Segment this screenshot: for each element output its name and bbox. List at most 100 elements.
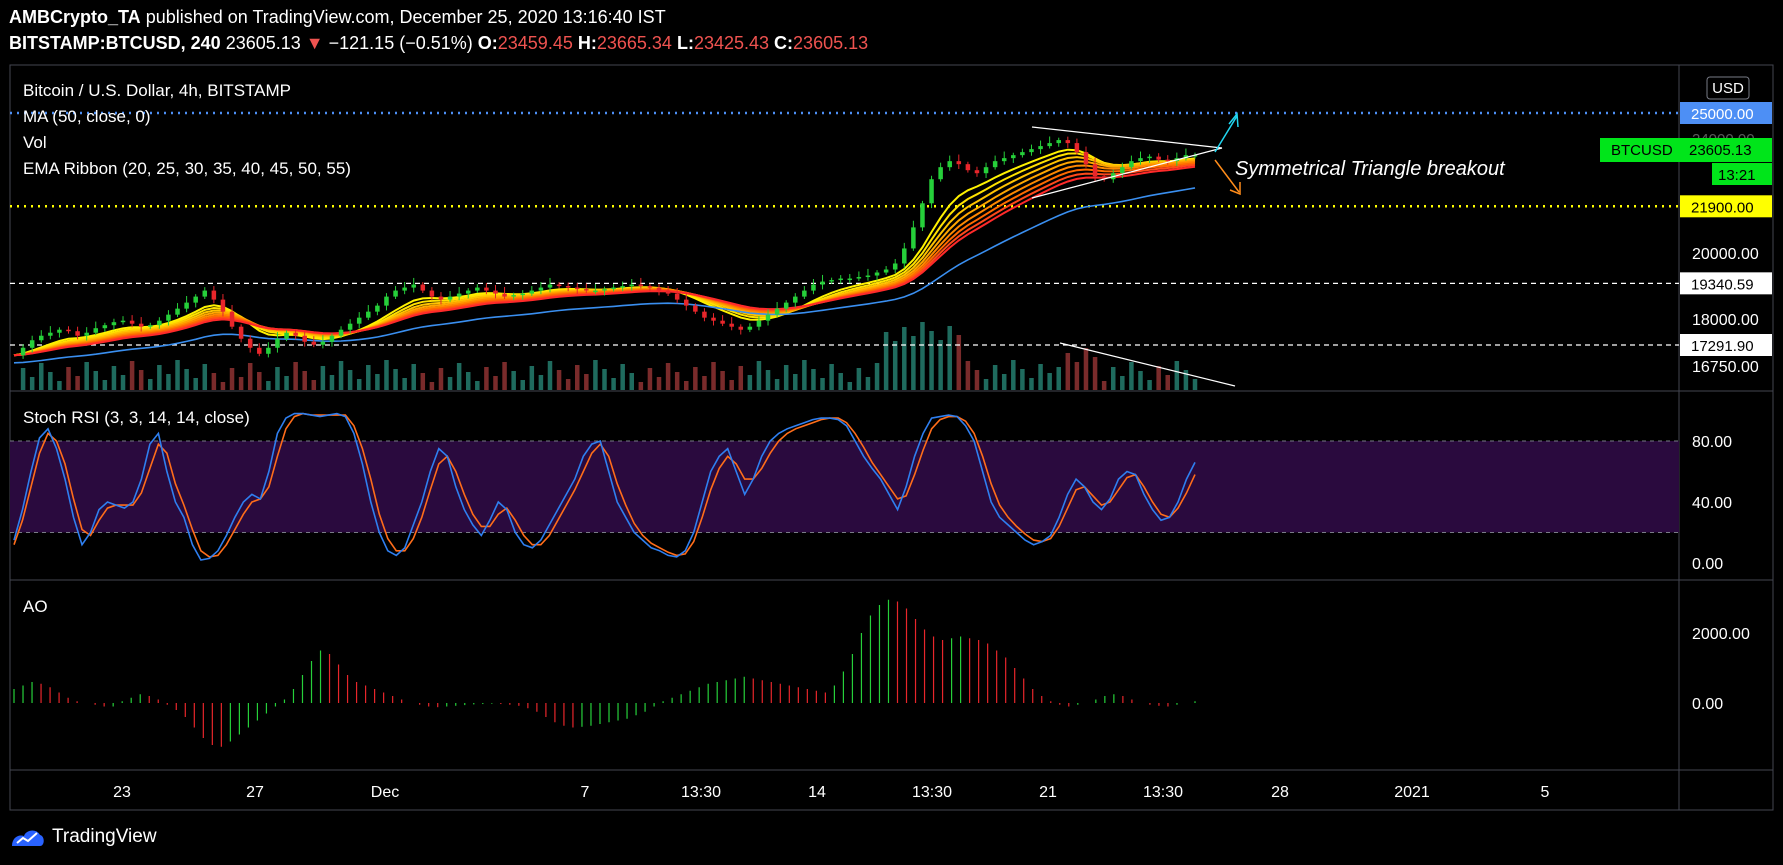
candle-body <box>202 290 208 297</box>
currency-button[interactable] <box>1706 76 1750 100</box>
candle-body <box>1192 154 1198 157</box>
arrow-down-head-icon <box>1229 182 1241 196</box>
candle-body <box>148 325 153 327</box>
footer-brand[interactable]: TradingView <box>52 826 157 847</box>
indicator-vol-label[interactable]: Vol <box>23 133 47 152</box>
breakout-arrow-up[interactable] <box>1214 115 1238 153</box>
volume-bar <box>529 366 535 390</box>
volume-bar <box>129 361 135 390</box>
volume-bar <box>202 364 208 390</box>
volume-bar <box>711 362 716 390</box>
volume-bar <box>965 361 971 390</box>
candle-body <box>902 248 907 264</box>
volume-bar <box>602 369 607 390</box>
candle-body <box>747 326 753 330</box>
volume-bar <box>1165 375 1170 390</box>
volume-bar <box>75 376 80 390</box>
candle-body <box>693 305 698 312</box>
volume-bar <box>347 370 353 390</box>
volume-bar <box>175 360 180 390</box>
candle-body <box>284 332 289 339</box>
low-label: L: <box>676 33 694 53</box>
candle-body <box>411 284 416 288</box>
price-tag-symbol: BTCUSD <box>1611 142 1673 159</box>
candle-body <box>602 289 607 291</box>
volume-bar <box>275 367 280 390</box>
header-publish-line: AMBCrypto_TA published on TradingView.co… <box>9 7 666 28</box>
volume-bar <box>420 373 426 390</box>
candle-body <box>1011 155 1016 159</box>
x-tick-1: 27 <box>246 784 264 801</box>
triangle-drawing[interactable]: Symmetrical Triangle breakout <box>1031 112 1506 387</box>
stoch-lines <box>13 412 1196 561</box>
candle-body <box>48 332 53 336</box>
header-ohlc-line: BITSTAMP:BTCUSD, 240 23605.13 ▼ −121.15 … <box>9 33 868 54</box>
stoch-k-line <box>13 412 1196 561</box>
candle-body <box>793 296 798 303</box>
stoch-tick-40: 40.00 <box>1692 495 1732 512</box>
triangle-upper-trendline[interactable] <box>1031 126 1223 149</box>
open-label: O: <box>477 33 498 53</box>
author[interactable]: AMBCrypto_TA <box>9 7 141 27</box>
ao-pane-title[interactable]: AO <box>23 597 48 616</box>
triangle-lower-trendline[interactable] <box>1031 147 1223 199</box>
x-tick-5: 14 <box>808 784 826 801</box>
countdown-value: 13:21 <box>1718 167 1756 184</box>
ma50-polyline <box>13 187 1196 364</box>
volume-bar <box>356 379 362 390</box>
volume-bar <box>902 327 907 390</box>
x-tick-0: 23 <box>113 784 131 801</box>
tradingview-logo-icon <box>12 830 44 846</box>
volume-trendline[interactable] <box>1059 342 1236 387</box>
candle-body <box>275 338 280 348</box>
candle-body <box>429 290 435 297</box>
volume-bar <box>84 362 89 390</box>
level-tag-text-0: 25000.00 <box>1691 106 1754 123</box>
volume-bar <box>1011 360 1016 390</box>
volume-bar <box>783 365 789 390</box>
indicator-ema-label[interactable]: EMA Ribbon (20, 25, 30, 35, 40, 45, 50, … <box>23 159 351 178</box>
volume-bar <box>702 376 707 390</box>
volume-bar <box>511 371 516 390</box>
volume-bar <box>647 368 653 390</box>
volume-bar <box>29 377 35 390</box>
volume-bar <box>447 377 453 390</box>
candle-body <box>57 329 62 333</box>
candle-body <box>1101 176 1107 180</box>
candle-body <box>656 287 662 291</box>
stoch-pane-title[interactable]: Stoch RSI (3, 3, 14, 14, close) <box>23 408 250 427</box>
ma50-line <box>13 187 1196 364</box>
candle-body <box>157 320 162 326</box>
ao-tick-2000: 2000.00 <box>1692 626 1750 643</box>
candle-body <box>184 302 189 309</box>
candle-body <box>838 278 843 281</box>
stoch-band-lines <box>10 440 1679 533</box>
volume-bar <box>693 367 698 390</box>
volume-bar <box>665 363 671 390</box>
candle-body <box>783 302 789 309</box>
volume-bar <box>429 382 435 390</box>
x-tick-9: 28 <box>1271 784 1289 801</box>
candle-body <box>565 286 571 288</box>
indicator-ma-label[interactable]: MA (50, close, 0) <box>23 107 151 126</box>
candle-body <box>1147 156 1152 159</box>
arrow-up-head-icon <box>1228 112 1239 128</box>
candle-body <box>520 293 525 296</box>
volume-bar <box>556 370 562 390</box>
candle-body <box>847 278 853 281</box>
annotation-text[interactable]: Symmetrical Triangle breakout <box>1235 158 1506 180</box>
volume-bar <box>366 365 371 390</box>
candle-body <box>502 293 507 297</box>
candle-body <box>402 287 407 291</box>
volume-bar <box>565 379 571 390</box>
volume-bar <box>829 364 834 390</box>
candle-body <box>756 320 762 327</box>
horizontal-levels[interactable] <box>10 111 1679 346</box>
candle-body <box>638 284 644 287</box>
breakout-arrow-down[interactable] <box>1214 159 1240 193</box>
level-tag-text-2: 19340.59 <box>1691 276 1754 293</box>
volume-bar <box>793 374 798 390</box>
time-axis[interactable]: 23 27 Dec 7 13:30 14 13:30 21 13:30 28 2021 5 <box>113 784 1549 801</box>
candle-body <box>66 329 71 332</box>
